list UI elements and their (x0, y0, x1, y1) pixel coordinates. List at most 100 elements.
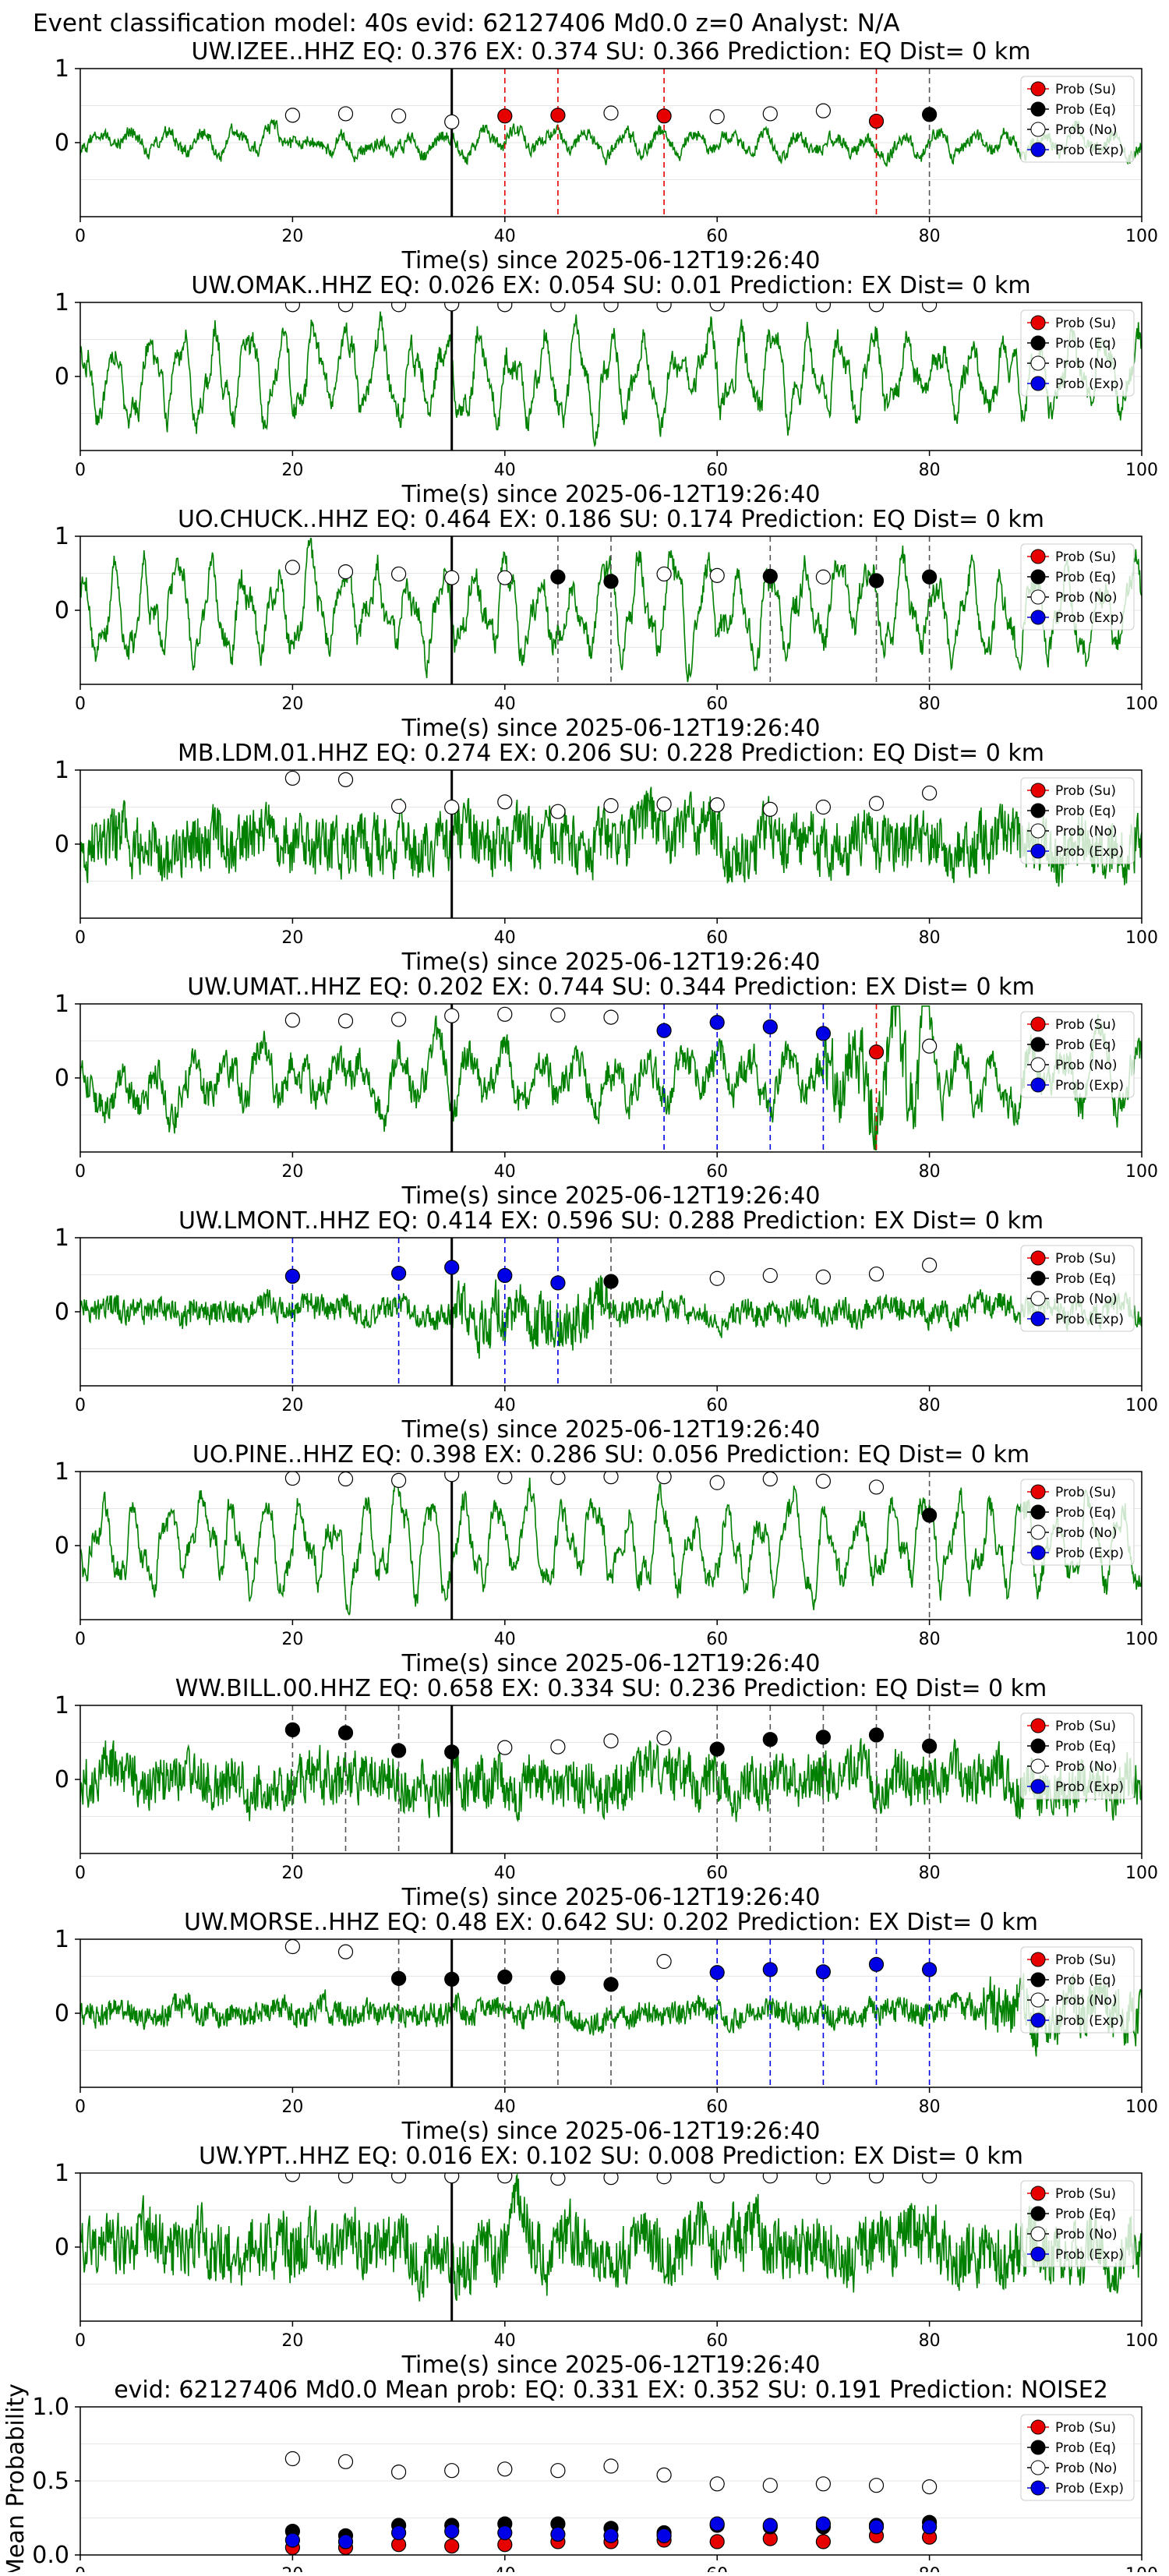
x-tick-label: 100 (1125, 1630, 1158, 1649)
x-tick-label: 80 (919, 694, 941, 714)
y-tick-label: 0.0 (32, 2542, 69, 2569)
prob-marker-no (603, 797, 619, 814)
y-tick-label: 0 (55, 597, 69, 624)
legend-frame (1020, 777, 1135, 864)
y-tick-label: 1 (55, 991, 69, 1018)
legend-label-exp: Prob (Exp) (1055, 376, 1124, 392)
waveform-trace (80, 118, 1142, 167)
legend-marker-su (1030, 81, 1046, 97)
prob-marker-no (709, 302, 725, 312)
prob-marker-su (656, 108, 672, 124)
legend-frame (1020, 1479, 1135, 1566)
legend-label-exp: Prob (Exp) (1055, 610, 1124, 626)
prob-marker-eq (921, 1507, 938, 1523)
x-tick-label: 0 (75, 1630, 86, 1649)
x-tick-label: 0 (75, 227, 86, 246)
legend-marker-no (1030, 122, 1046, 137)
waveform-trace (80, 1477, 1142, 1617)
panel-title: UW.MORSE..HHZ EQ: 0.48 EX: 0.642 SU: 0.2… (184, 1909, 1038, 1936)
legend-label-su: Prob (Su) (1055, 316, 1116, 331)
x-tick-label: 40 (494, 227, 516, 246)
x-tick-label: 100 (1125, 1864, 1158, 1883)
panel-title: WW.BILL.00.HHZ EQ: 0.658 EX: 0.334 SU: 0… (175, 1675, 1047, 1702)
legend-label-su: Prob (Su) (1055, 2186, 1116, 2202)
legend: Prob (Su) Prob (Eq) Prob (No) Prob (Exp) (1020, 777, 1135, 864)
prob-marker-eq (603, 1977, 619, 1992)
y-tick-label: 1 (55, 523, 69, 550)
prob-marker-no (815, 799, 832, 815)
prob-marker-no (391, 302, 407, 313)
x-axis-label: Time(s) since 2025-06-12T19:26:40 (401, 1650, 821, 1677)
x-tick-label: 20 (281, 461, 303, 480)
y-tick-label: 0 (55, 1065, 69, 1092)
prob-marker-no (337, 106, 354, 122)
prob-marker-no (603, 302, 619, 313)
x-tick-label: 40 (494, 2565, 516, 2572)
x-axis-label: Time(s) since 2025-06-12T19:26:40 (401, 715, 821, 742)
x-tick-label: 40 (494, 694, 516, 714)
prob-marker-eq (709, 1741, 725, 1757)
mean-prob-point-no (337, 2454, 354, 2469)
x-tick-label: 20 (281, 1162, 303, 1182)
prob-marker-no (550, 2173, 566, 2186)
prob-marker-eq (391, 1970, 407, 1986)
legend-marker-eq (1030, 1738, 1046, 1754)
prob-marker-no (337, 2173, 354, 2184)
legend-label-eq: Prob (Eq) (1055, 336, 1116, 352)
prob-marker-no (337, 772, 354, 787)
prob-marker-no (656, 1730, 672, 1746)
prob-marker-no (550, 1739, 566, 1754)
legend-frame (1020, 1245, 1135, 1332)
station-panel: UW.UMAT..HHZ EQ: 0.202 EX: 0.744 SU: 0.3… (55, 974, 1158, 1210)
x-tick-label: 100 (1125, 1396, 1158, 1415)
panel-title: UO.CHUCK..HHZ EQ: 0.464 EX: 0.186 SU: 0.… (178, 506, 1044, 533)
legend: Prob (Su) Prob (Eq) Prob (No) Prob (Exp) (1020, 76, 1135, 163)
y-tick-label: 0 (55, 1532, 69, 1560)
mean-prob-point-su (815, 2534, 832, 2549)
prob-marker-no (815, 1269, 832, 1284)
legend-marker-eq (1030, 1504, 1046, 1520)
legend-marker-exp (1030, 610, 1046, 625)
legend-marker-exp (1030, 142, 1046, 157)
prob-marker-no (656, 1472, 672, 1485)
prob-marker-no (337, 302, 354, 313)
prob-marker-no (921, 785, 938, 801)
panels-container: UW.IZEE..HHZ EQ: 0.376 EX: 0.374 SU: 0.3… (2, 38, 1158, 2576)
station-panel: WW.BILL.00.HHZ EQ: 0.658 EX: 0.334 SU: 0… (55, 1675, 1158, 1911)
prob-marker-no (284, 770, 300, 786)
x-tick-label: 40 (494, 928, 516, 948)
y-tick-label: 1 (55, 289, 69, 316)
prob-marker-no (762, 801, 778, 817)
prob-marker-eq (603, 574, 619, 589)
x-tick-label: 0 (75, 2565, 86, 2572)
legend: Prob (Su) Prob (Eq) Prob (No) Prob (Exp) (1020, 309, 1135, 397)
prob-marker-eq (921, 569, 938, 585)
legend-marker-eq (1030, 569, 1046, 585)
legend-label-su: Prob (Su) (1055, 1952, 1116, 1968)
legend-label-exp: Prob (Exp) (1055, 2481, 1124, 2496)
legend-label-su: Prob (Su) (1055, 1719, 1116, 1734)
waveform-trace (80, 1005, 1142, 1150)
prob-marker-no (815, 103, 832, 118)
x-tick-label: 40 (494, 461, 516, 480)
prob-marker-no (284, 2173, 300, 2182)
legend-label-su: Prob (Su) (1055, 2420, 1116, 2436)
prob-marker-eq (550, 569, 566, 585)
prob-marker-no (550, 1472, 566, 1486)
prob-marker-eq (497, 1969, 513, 1985)
prob-marker-no (337, 1013, 354, 1029)
prob-marker-no (656, 1953, 672, 1970)
prob-marker-no (815, 2173, 831, 2185)
legend: Prob (Su) Prob (Eq) Prob (No) Prob (Exp) (1020, 2180, 1135, 2267)
prob-marker-exp (762, 1019, 778, 1035)
prob-marker-no (656, 797, 672, 812)
prob-marker-exp (391, 1265, 407, 1281)
prob-marker-eq (921, 107, 938, 122)
y-tick-label: 0 (55, 1299, 69, 1326)
prob-marker-no (337, 1944, 354, 1959)
legend-label-no: Prob (No) (1055, 1292, 1118, 1307)
station-panel: UW.LMONT..HHZ EQ: 0.414 EX: 0.596 SU: 0.… (55, 1207, 1158, 1443)
prob-marker-exp (709, 1015, 725, 1030)
